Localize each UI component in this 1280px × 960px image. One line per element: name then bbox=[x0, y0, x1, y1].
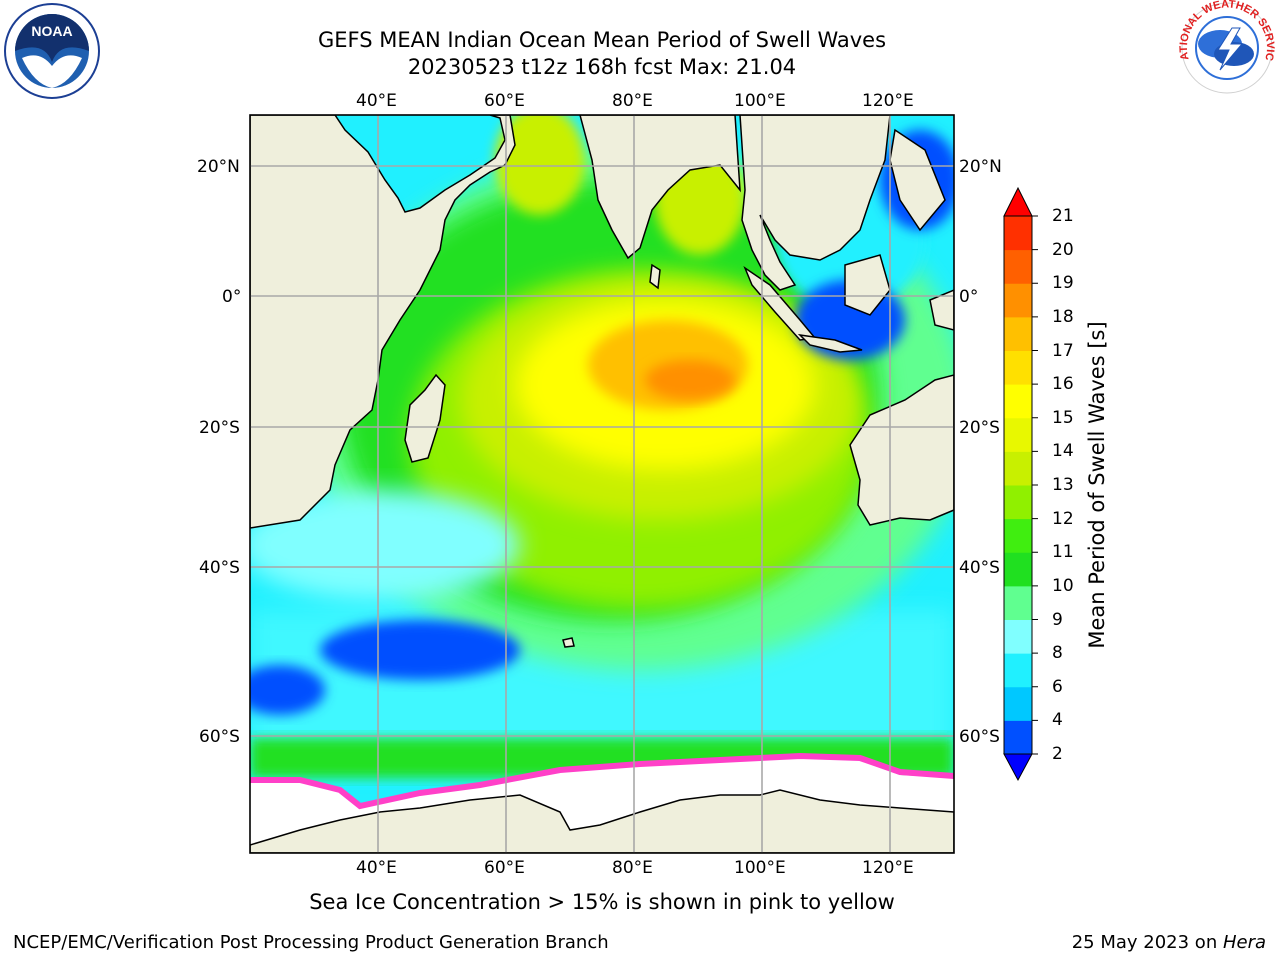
map-area bbox=[250, 115, 954, 853]
colorbar-segment-1 bbox=[1004, 686, 1032, 721]
new-guinea bbox=[929, 289, 954, 331]
top-lon-label-80: 80°E bbox=[612, 91, 653, 111]
grid-lines bbox=[250, 115, 954, 853]
africa-arabia bbox=[250, 115, 516, 529]
map-subtitle: 20230523 t12z 168h fcst Max: 21.04 bbox=[407, 55, 797, 79]
colorbar-tick-label-14: 14 bbox=[1052, 441, 1074, 462]
colorbar-extend-low bbox=[1003, 753, 1033, 782]
right-lat-label-60s: 60°S bbox=[959, 727, 1000, 747]
colorbar-tick-label-19: 19 bbox=[1052, 273, 1074, 294]
bottom-lon-label-40: 40°E bbox=[356, 858, 397, 878]
footer-host: Hera bbox=[1222, 932, 1266, 953]
colorbar-tick-label-16: 16 bbox=[1052, 374, 1074, 395]
noaa-logo: NOAA bbox=[4, 3, 100, 99]
bottom-lon-label-120: 120°E bbox=[862, 858, 914, 878]
left-lat-label-20s: 20°S bbox=[199, 418, 240, 438]
colorbar-segment-15 bbox=[1004, 216, 1032, 251]
footer-credit: NCEP/EMC/Verification Post Processing Pr… bbox=[13, 932, 609, 953]
bottom-lon-label-80: 80°E bbox=[612, 858, 653, 878]
colorbar-segment-8 bbox=[1004, 451, 1032, 486]
colorbar-extend-high bbox=[1003, 186, 1033, 217]
colorbar-tick-label-11: 11 bbox=[1052, 542, 1074, 563]
colorbar-tick-label-20: 20 bbox=[1052, 239, 1074, 260]
colorbar-segment-2 bbox=[1004, 653, 1032, 688]
bottom-lon-label-100: 100°E bbox=[734, 858, 786, 878]
colorbar bbox=[1003, 186, 1038, 782]
left-lat-label-0: 0° bbox=[222, 287, 242, 307]
nws-logo-text: NATIONAL WEATHER SERVICE bbox=[0, 0, 1276, 62]
top-lon-label-120: 120°E bbox=[862, 91, 914, 111]
southeast-asia bbox=[739, 115, 891, 291]
top-lon-label-40: 40°E bbox=[356, 91, 397, 111]
colorbar-tick-label-2: 2 bbox=[1052, 744, 1063, 764]
colorbar-tick-label-18: 18 bbox=[1052, 306, 1074, 327]
colorbar-tick-label-13: 13 bbox=[1052, 475, 1074, 495]
colorbar-tick-label-9: 9 bbox=[1052, 609, 1063, 630]
right-lat-label-20s: 20°S bbox=[959, 418, 1000, 438]
australia bbox=[849, 374, 954, 526]
left-lat-label-20n: 20°N bbox=[197, 157, 240, 177]
map-title: GEFS MEAN Indian Ocean Mean Period of Sw… bbox=[317, 28, 887, 52]
colorbar-segment-4 bbox=[1004, 585, 1032, 620]
noaa-logo-text: NOAA bbox=[31, 23, 72, 39]
top-lon-label-100: 100°E bbox=[734, 91, 786, 111]
colorbar-segment-6 bbox=[1004, 518, 1032, 553]
right-lat-label-0: 0° bbox=[959, 287, 979, 307]
india bbox=[579, 115, 741, 260]
colorbar-tick-label-15: 15 bbox=[1052, 407, 1074, 428]
kerguelen bbox=[562, 637, 575, 648]
sea-ice-caption: Sea Ice Concentration > 15% is shown in … bbox=[309, 890, 895, 914]
java bbox=[797, 333, 863, 353]
colorbar-tick-label-21: 21 bbox=[1052, 206, 1074, 226]
sea-ice-edge bbox=[250, 752, 954, 810]
map-border bbox=[249, 114, 955, 854]
colorbar-segment-12 bbox=[1004, 316, 1032, 351]
left-lat-label-60s: 60°S bbox=[199, 727, 240, 747]
colorbar-tick-label-10: 10 bbox=[1052, 575, 1074, 596]
top-lon-label-60: 60°E bbox=[484, 91, 525, 111]
left-lat-label-40s: 40°S bbox=[199, 558, 240, 578]
colorbar-segment-7 bbox=[1004, 485, 1032, 520]
land-masses bbox=[250, 115, 954, 853]
colorbar-tick-label-4: 4 bbox=[1052, 710, 1063, 731]
colorbar-tick-label-8: 8 bbox=[1052, 643, 1063, 664]
colorbar-segment-13 bbox=[1004, 283, 1032, 318]
borneo bbox=[844, 254, 891, 316]
colorbar-tick-label-12: 12 bbox=[1052, 508, 1074, 529]
madagascar bbox=[404, 373, 446, 463]
bottom-lon-label-60: 60°E bbox=[484, 858, 525, 878]
swell-period-field bbox=[250, 115, 954, 778]
colorbar-tick-label-6: 6 bbox=[1052, 676, 1063, 697]
right-lat-label-20n: 20°N bbox=[959, 157, 1002, 177]
colorbar-segment-9 bbox=[1004, 417, 1032, 452]
sri-lanka bbox=[649, 263, 661, 290]
footer-date: 25 May 2023 on Hera bbox=[1072, 932, 1266, 953]
nws-logo: NATIONAL WEATHER SERVICE bbox=[0, 0, 1276, 94]
right-lat-label-40s: 40°S bbox=[959, 558, 1000, 578]
colorbar-segment-10 bbox=[1004, 384, 1032, 419]
colorbar-segment-3 bbox=[1004, 619, 1032, 654]
footer-date-text: 25 May 2023 on bbox=[1071, 932, 1223, 953]
colorbar-segment-0 bbox=[1004, 720, 1032, 755]
colorbar-segment-5 bbox=[1004, 552, 1032, 587]
antarctica bbox=[250, 789, 954, 853]
colorbar-tick-label-17: 17 bbox=[1052, 340, 1074, 361]
colorbar-segment-11 bbox=[1004, 350, 1032, 385]
colorbar-segment-14 bbox=[1004, 249, 1032, 284]
